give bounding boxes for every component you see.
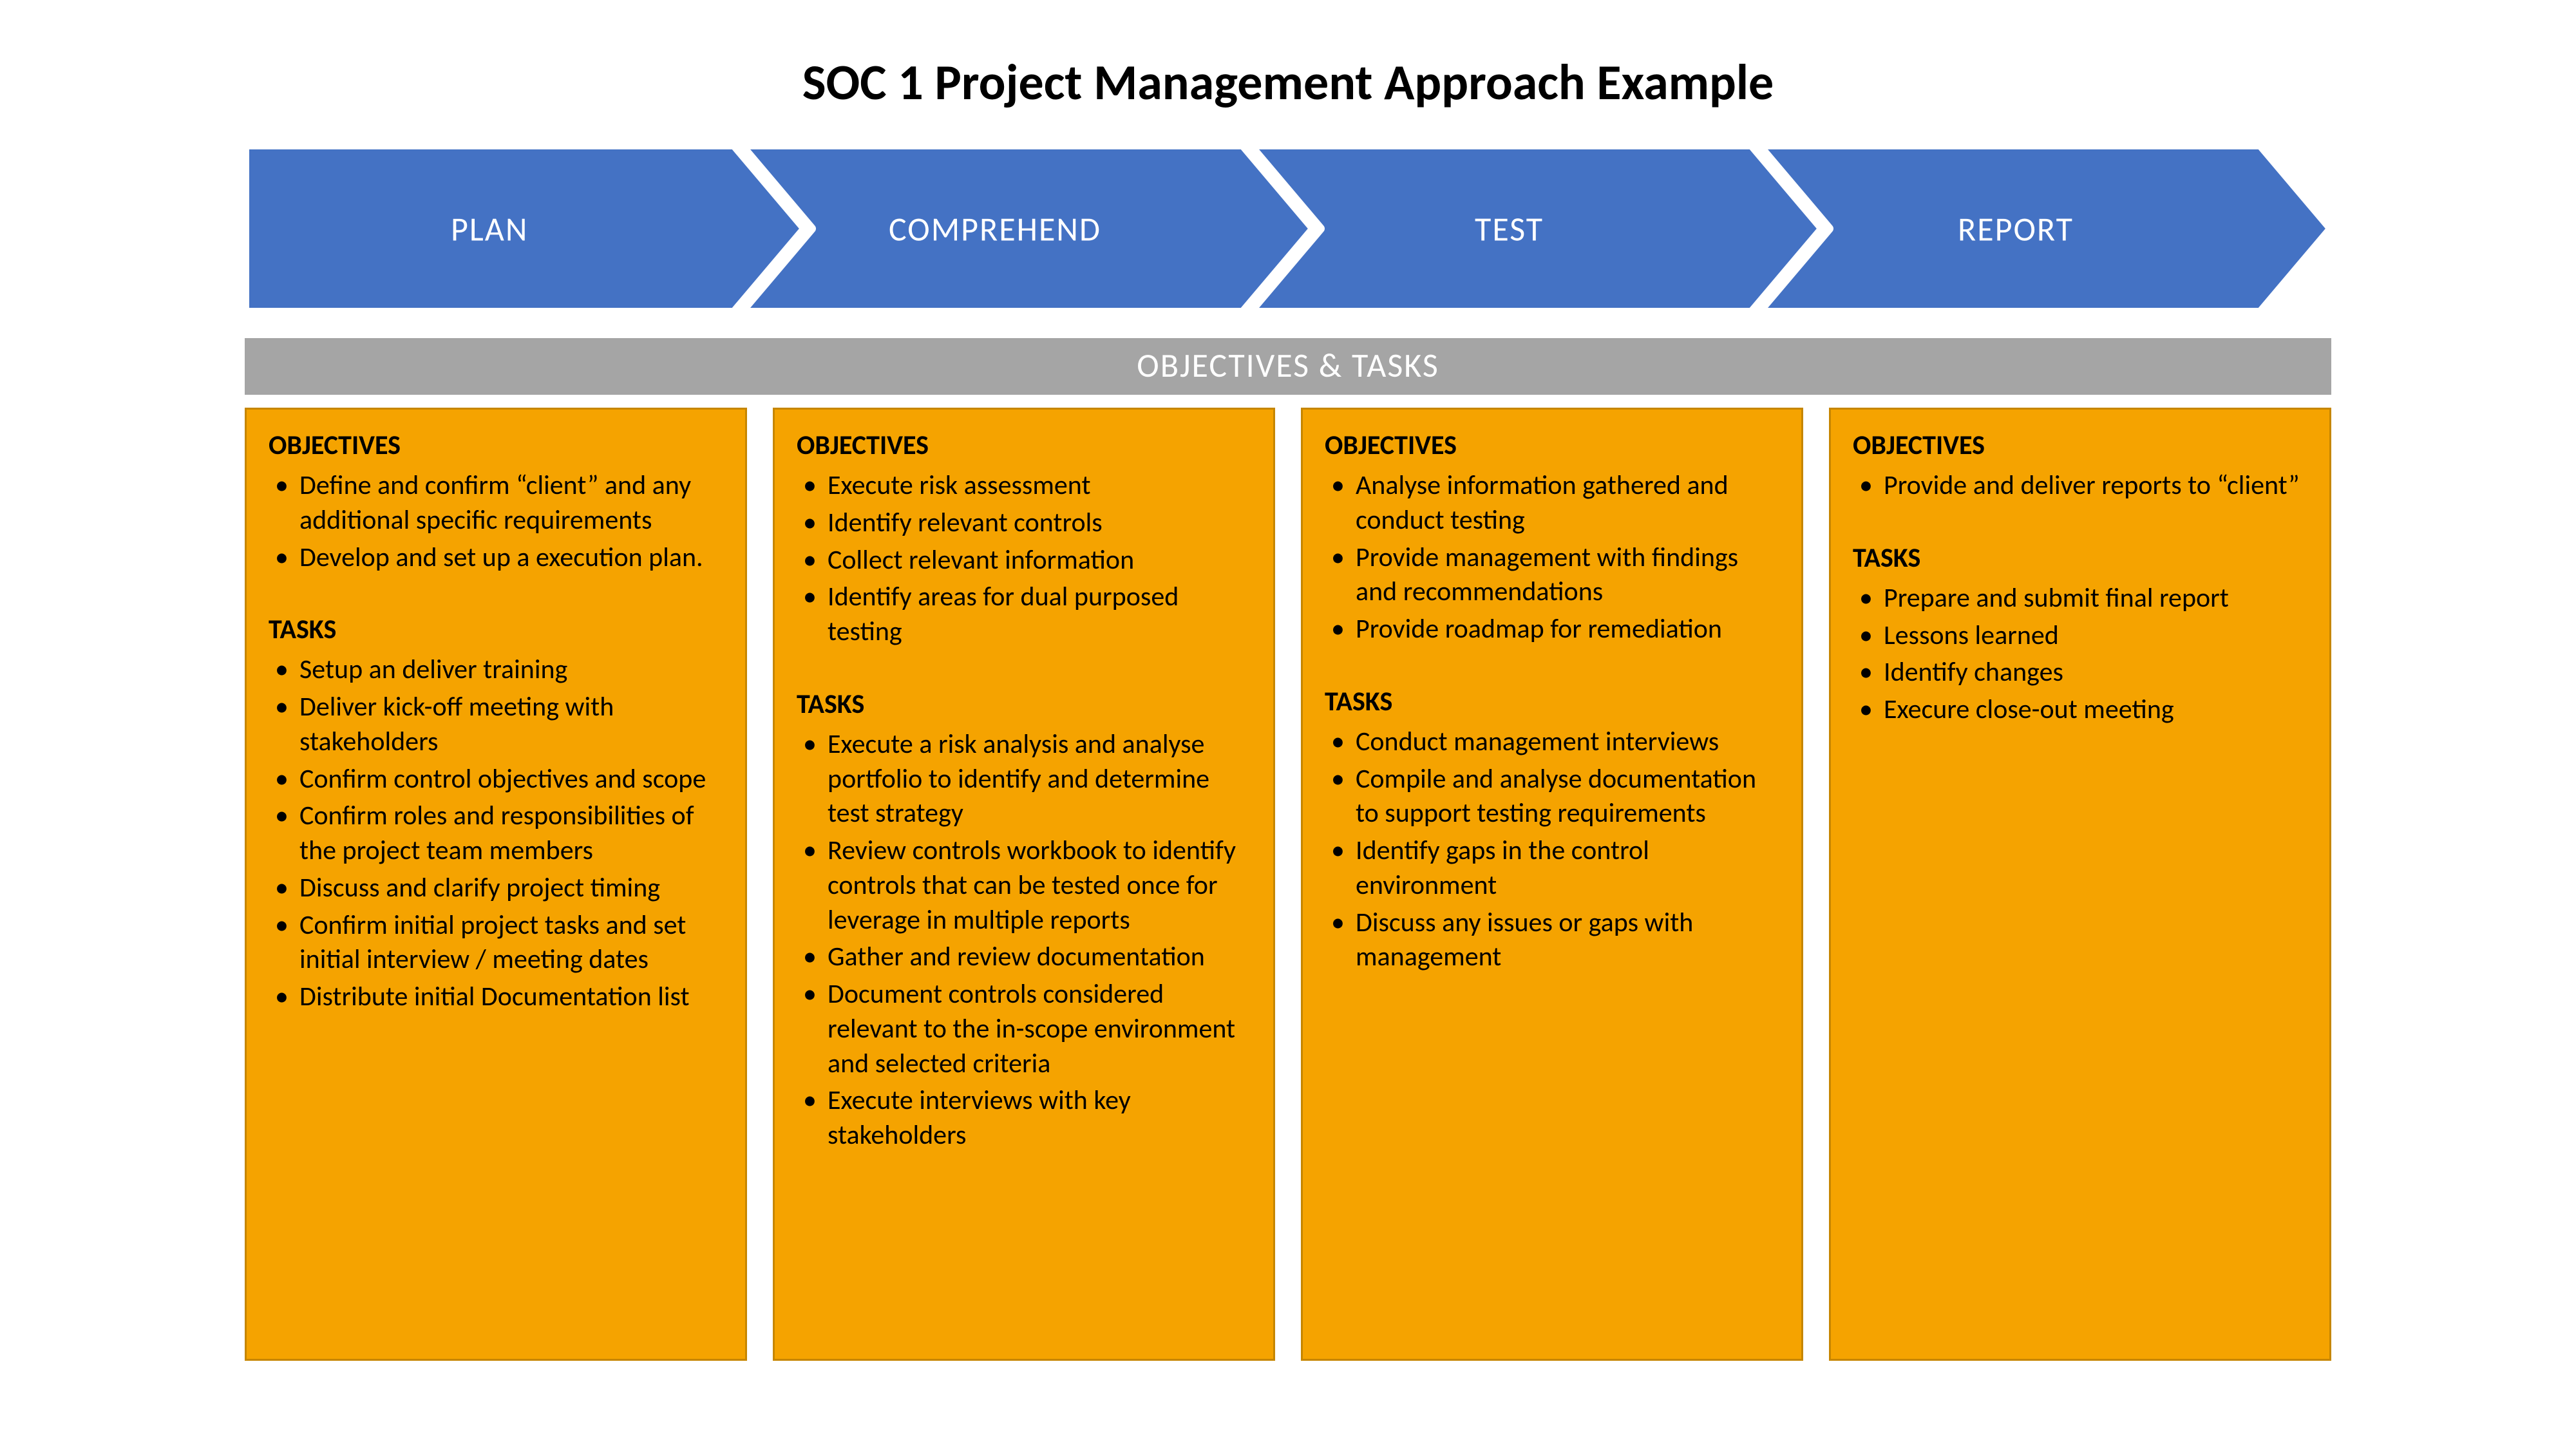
list-item: Provide and deliver reports to “client” xyxy=(1853,468,2307,503)
list-item: Setup an deliver training xyxy=(269,652,723,687)
objectives-heading: OBJECTIVES xyxy=(797,429,1251,462)
list-item: Distribute initial Documentation list xyxy=(269,980,723,1014)
list-item: Identify areas for dual purposed testing xyxy=(797,580,1251,649)
tasks-list: Execute a risk analysis and analyse port… xyxy=(797,727,1251,1153)
card-plan: OBJECTIVES Define and confirm “client” a… xyxy=(245,408,747,1361)
chevron-comprehend: COMPREHEND xyxy=(741,145,1314,312)
objectives-list: Execute risk assessmentIdentify relevant… xyxy=(797,468,1251,649)
objectives-heading: OBJECTIVES xyxy=(1853,429,2307,462)
list-item: Identify gaps in the control environment xyxy=(1325,833,1779,903)
tasks-heading: TASKS xyxy=(1853,542,2307,574)
card-report: OBJECTIVES Provide and deliver reports t… xyxy=(1829,408,2331,1361)
list-item: Develop and set up a execution plan. xyxy=(269,540,723,575)
chevron-svg: PLAN COMPREHEND TEST REPORT xyxy=(245,145,2331,312)
cards-row: OBJECTIVES Define and confirm “client” a… xyxy=(245,408,2331,1361)
list-item: Identify relevant controls xyxy=(797,506,1251,540)
list-item: Review controls workbook to identify con… xyxy=(797,833,1251,937)
list-item: Provide management with findings and rec… xyxy=(1325,540,1779,610)
card-comprehend: OBJECTIVES Execute risk assessmentIdenti… xyxy=(773,408,1275,1361)
list-item: Confirm control objectives and scope xyxy=(269,762,723,797)
chevron-label-test: TEST xyxy=(1475,208,1544,249)
list-item: Discuss and clarify project timing xyxy=(269,871,723,905)
card-test: OBJECTIVES Analyse information gathered … xyxy=(1301,408,1803,1361)
list-item: Confirm roles and responsibilities of th… xyxy=(269,799,723,868)
tasks-heading: TASKS xyxy=(1325,685,1779,718)
page-title: SOC 1 Project Management Approach Exampl… xyxy=(245,52,2331,113)
tasks-list: Setup an deliver trainingDeliver kick-of… xyxy=(269,652,723,1014)
tasks-list: Conduct management interviewsCompile and… xyxy=(1325,724,1779,974)
list-item: Collect relevant information xyxy=(797,543,1251,578)
chevron-label-comprehend: COMPREHEND xyxy=(889,208,1101,249)
list-item: Discuss any issues or gaps with manageme… xyxy=(1325,905,1779,975)
list-item: Identify changes xyxy=(1853,655,2307,690)
list-item: Define and confirm “client” and any addi… xyxy=(269,468,723,538)
objectives-list: Analyse information gathered and conduct… xyxy=(1325,468,1779,647)
objectives-heading: OBJECTIVES xyxy=(1325,429,1779,462)
tasks-list: Prepare and submit final reportLessons l… xyxy=(1853,581,2307,727)
list-item: Prepare and submit final report xyxy=(1853,581,2307,616)
list-item: Execure close-out meeting xyxy=(1853,692,2307,727)
list-item: Deliver kick-off meeting with stakeholde… xyxy=(269,690,723,759)
tasks-heading: TASKS xyxy=(797,688,1251,721)
list-item: Confirm initial project tasks and set in… xyxy=(269,908,723,978)
list-item: Lessons learned xyxy=(1853,618,2307,653)
chevron-plan: PLAN xyxy=(245,145,805,312)
list-item: Analyse information gathered and conduct… xyxy=(1325,468,1779,538)
list-item: Conduct management interviews xyxy=(1325,724,1779,759)
objectives-list: Define and confirm “client” and any addi… xyxy=(269,468,723,574)
list-item: Provide roadmap for remediation xyxy=(1325,612,1779,647)
list-item: Compile and analyse documentation to sup… xyxy=(1325,762,1779,831)
list-item: Execute risk assessment xyxy=(797,468,1251,503)
chevron-label-plan: PLAN xyxy=(451,208,528,249)
list-item: Gather and review documentation xyxy=(797,940,1251,974)
list-item: Execute a risk analysis and analyse port… xyxy=(797,727,1251,831)
chevron-report: REPORT xyxy=(1758,145,2331,312)
chevron-label-report: REPORT xyxy=(1958,208,2074,249)
slide: SOC 1 Project Management Approach Exampl… xyxy=(0,0,2576,1449)
section-bar: OBJECTIVES & TASKS xyxy=(245,338,2331,395)
objectives-heading: OBJECTIVES xyxy=(269,429,723,462)
tasks-heading: TASKS xyxy=(269,613,723,646)
chevron-row: PLAN COMPREHEND TEST REPORT xyxy=(245,145,2331,312)
list-item: Execute interviews with key stakeholders xyxy=(797,1083,1251,1153)
chevron-test: TEST xyxy=(1249,145,1823,312)
objectives-list: Provide and deliver reports to “client” xyxy=(1853,468,2307,503)
list-item: Document controls considered relevant to… xyxy=(797,977,1251,1081)
